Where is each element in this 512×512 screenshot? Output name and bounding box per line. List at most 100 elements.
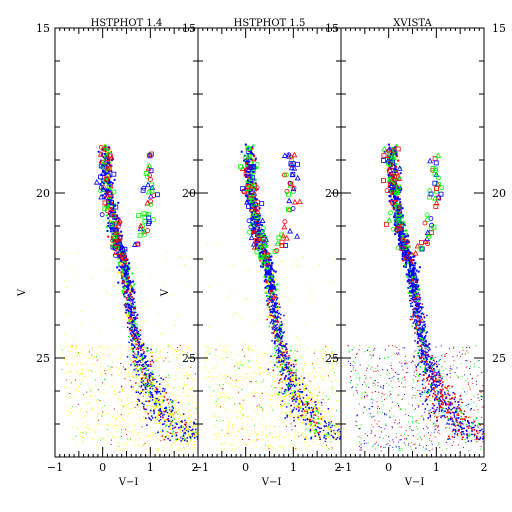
- data-point: [335, 438, 337, 441]
- data-point: [103, 144, 108, 150]
- data-point: [156, 418, 158, 420]
- data-point: [131, 362, 132, 364]
- data-point: [136, 329, 138, 331]
- data-point: [120, 398, 122, 400]
- data-point: [283, 357, 285, 359]
- data-point: [132, 305, 135, 307]
- data-point: [273, 310, 275, 313]
- data-point: [85, 431, 87, 433]
- data-point: [190, 377, 192, 379]
- data-point: [268, 297, 271, 299]
- data-point: [335, 392, 336, 394]
- data-point: [171, 421, 174, 423]
- data-point: [302, 422, 304, 424]
- data-point: [138, 347, 140, 349]
- data-point: [282, 369, 285, 371]
- data-point: [315, 418, 317, 420]
- data-point: [164, 436, 167, 438]
- data-point: [135, 382, 137, 384]
- data-point: [169, 438, 171, 440]
- data-point: [90, 387, 92, 389]
- data-point: [121, 289, 124, 292]
- data-point: [298, 377, 300, 380]
- data-point: [288, 371, 291, 373]
- data-point: [315, 399, 317, 401]
- data-point: [248, 178, 251, 181]
- data-point: [208, 376, 210, 377]
- data-point: [304, 385, 306, 388]
- data-point: [268, 445, 269, 447]
- data-point: [171, 424, 174, 427]
- data-point: [188, 285, 190, 287]
- data-point: [124, 264, 127, 267]
- data-point: [281, 404, 283, 406]
- data-point: [231, 443, 233, 445]
- data-point: [75, 444, 77, 446]
- data-point: [126, 298, 129, 300]
- data-point: [278, 331, 281, 334]
- data-point: [250, 447, 252, 449]
- data-point: [257, 369, 259, 370]
- data-point: [96, 359, 98, 361]
- data-point: [135, 366, 137, 368]
- data-point: [143, 400, 145, 402]
- data-point: [326, 395, 328, 397]
- data-point: [283, 351, 286, 354]
- data-point: [127, 298, 129, 301]
- data-point: [147, 368, 149, 370]
- data-point: [237, 410, 239, 412]
- data-point: [284, 349, 287, 351]
- data-point: [113, 221, 116, 224]
- data-point: [131, 335, 133, 337]
- data-point: [125, 396, 127, 398]
- data-point: [151, 399, 154, 401]
- data-point: [286, 370, 289, 373]
- data-point: [119, 243, 122, 246]
- data-point: [133, 297, 135, 300]
- data-point: [237, 391, 239, 393]
- data-point: [135, 368, 138, 371]
- data-point: [193, 433, 195, 436]
- data-point: [136, 332, 139, 335]
- data-point: [102, 170, 105, 173]
- data-point: [103, 182, 105, 185]
- data-point: [140, 384, 143, 387]
- data-point: [238, 392, 240, 394]
- data-point: [164, 284, 166, 286]
- data-point: [186, 421, 188, 423]
- data-point: [147, 435, 149, 437]
- data-point: [290, 379, 292, 382]
- data-point: [161, 395, 163, 397]
- data-point: [313, 424, 316, 426]
- data-point: [227, 430, 229, 431]
- data-point: [251, 169, 257, 175]
- data-point: [274, 240, 281, 246]
- data-point: [141, 345, 143, 347]
- data-point: [243, 351, 245, 353]
- data-point: [121, 264, 124, 267]
- data-point: [314, 406, 316, 408]
- data-point: [276, 297, 279, 299]
- data-point: [132, 298, 135, 301]
- data-point: [144, 385, 147, 387]
- data-point: [180, 436, 183, 438]
- data-point: [279, 389, 281, 391]
- data-point: [278, 359, 280, 362]
- data-point: [161, 382, 163, 384]
- data-point: [125, 309, 127, 311]
- data-point: [268, 306, 271, 308]
- data-point: [131, 435, 133, 437]
- data-point: [276, 235, 282, 241]
- data-point: [318, 444, 320, 445]
- data-point: [269, 278, 272, 281]
- data-point: [169, 428, 171, 430]
- data-point: [285, 347, 287, 349]
- data-point: [134, 306, 136, 309]
- data-point: [302, 396, 304, 398]
- data-point: [174, 325, 176, 326]
- data-point: [269, 322, 272, 324]
- data-point: [330, 407, 332, 409]
- data-point: [299, 402, 302, 404]
- data-point: [98, 436, 100, 438]
- data-point: [265, 352, 267, 354]
